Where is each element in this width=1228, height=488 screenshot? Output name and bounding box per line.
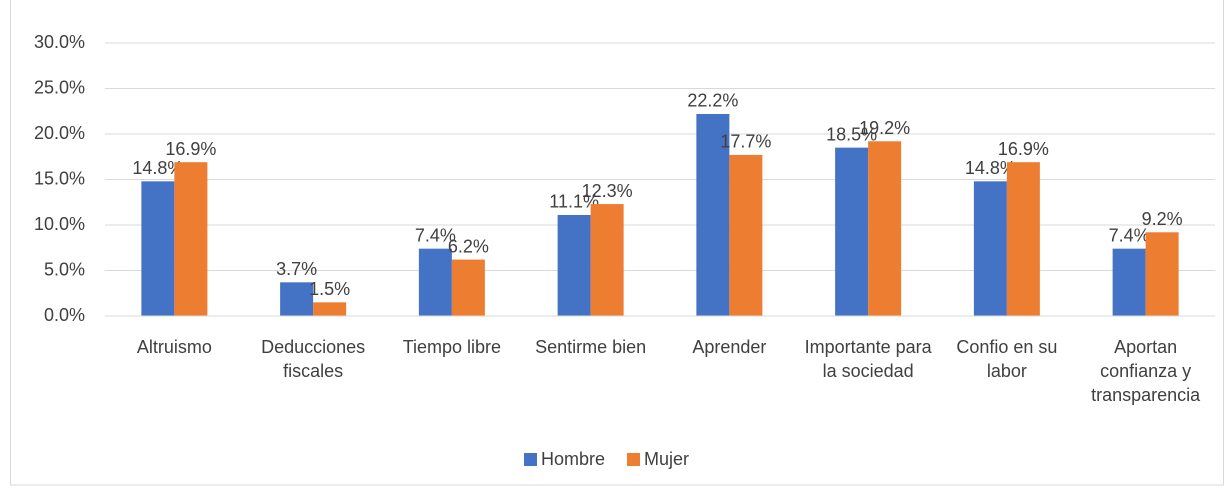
data-label: 3.7%	[276, 259, 317, 279]
legend-label: Hombre	[541, 449, 605, 469]
data-label: 11.1%	[549, 192, 599, 212]
chart-frame	[10, 0, 1224, 486]
data-label: 16.9%	[998, 139, 1049, 159]
y-tick-label: 15.0%	[34, 168, 85, 188]
legend-label: Mujer	[644, 449, 689, 469]
data-label: 12.3%	[582, 181, 633, 201]
bar	[696, 113, 730, 316]
data-label: 19.2%	[859, 118, 910, 138]
bar	[1145, 232, 1179, 316]
y-tick-label: 30.0%	[34, 32, 85, 52]
x-tick-label: Aprender	[692, 337, 767, 357]
y-tick-label: 20.0%	[34, 123, 85, 143]
data-label: 7.4%	[1109, 225, 1150, 245]
data-label: 14.8%	[965, 158, 1016, 178]
x-tick-label: Tiempo libre	[402, 337, 502, 357]
x-tick-label: Sentirme bien	[535, 337, 647, 357]
bar	[174, 162, 208, 316]
data-label: 7.4%	[415, 225, 456, 245]
legend-swatch	[524, 453, 537, 466]
y-tick-label: 25.0%	[34, 77, 85, 97]
bar	[590, 204, 624, 316]
legend-swatch	[627, 453, 641, 466]
x-tick-label: Aportan confianza y transparencia	[1091, 337, 1201, 405]
data-label: 9.2%	[1142, 209, 1183, 229]
data-label: 22.2%	[687, 91, 738, 111]
bar	[418, 248, 452, 316]
y-tick-label: 10.0%	[34, 214, 85, 234]
bar	[313, 302, 347, 316]
data-label: 6.2%	[448, 236, 489, 256]
x-tick-label: Altruismo	[136, 337, 212, 357]
bar	[973, 181, 1007, 316]
x-tick-label: Confio en su labor	[956, 337, 1058, 381]
data-label: 17.7%	[720, 132, 771, 152]
data-label: 18.5%	[826, 124, 877, 144]
bar	[280, 282, 314, 316]
data-label: 1.5%	[309, 279, 350, 299]
data-label: 14.8%	[132, 158, 183, 178]
data-label: 16.9%	[165, 139, 216, 159]
bar	[1112, 248, 1146, 316]
bar	[868, 141, 902, 316]
x-tick-label: Importante para la sociedad	[804, 337, 932, 381]
y-tick-label: 0.0%	[44, 305, 85, 325]
bar	[729, 154, 763, 316]
bar	[1006, 162, 1040, 316]
y-tick-label: 5.0%	[44, 259, 85, 279]
bar	[451, 259, 485, 316]
x-tick-label: Deducciones fiscales	[261, 337, 366, 381]
bar	[141, 181, 175, 316]
bar	[557, 214, 591, 316]
bar	[835, 147, 869, 316]
